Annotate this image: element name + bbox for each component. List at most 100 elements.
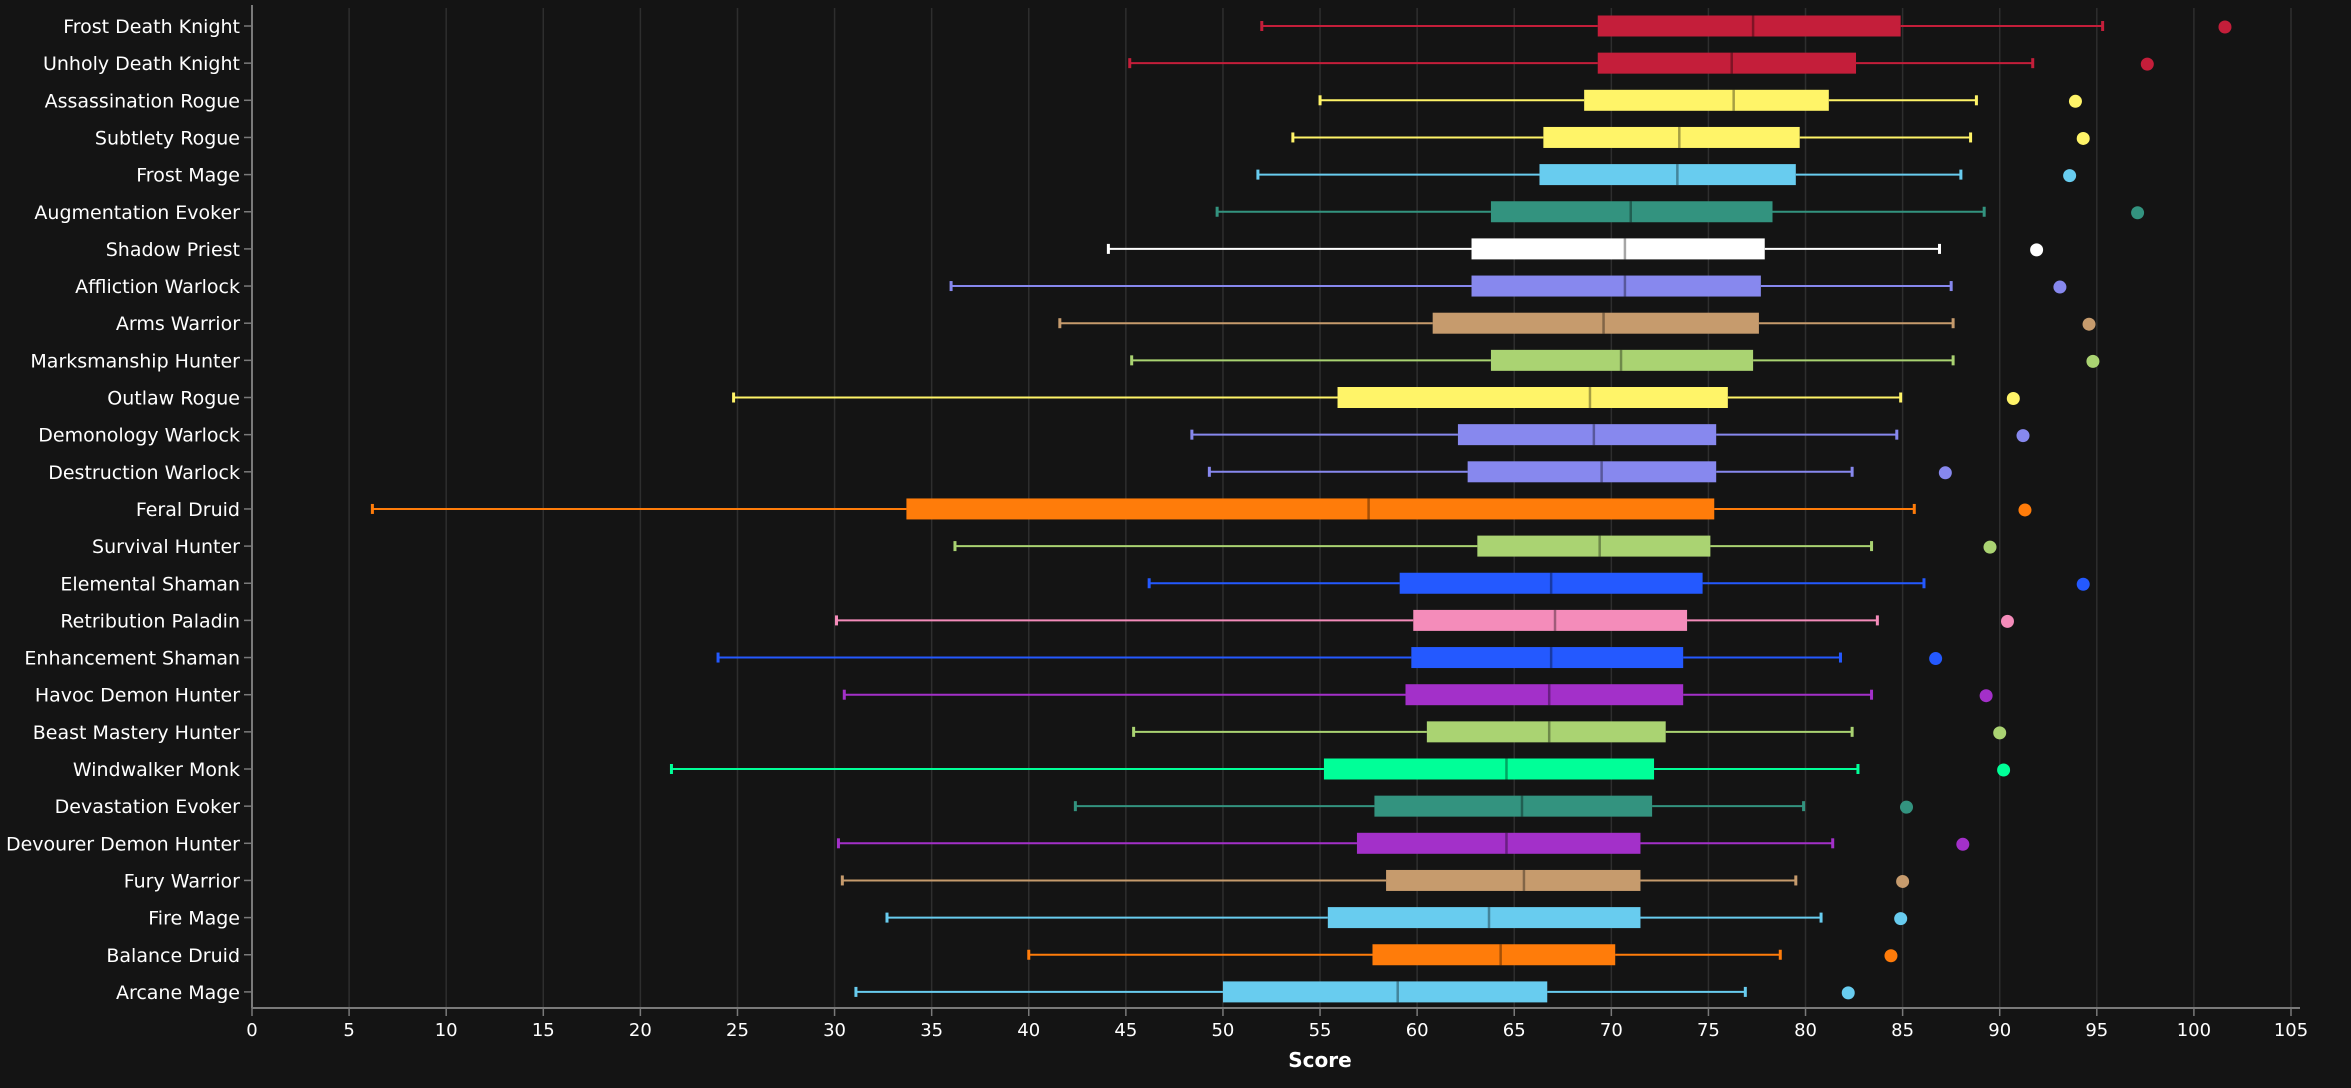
box-group <box>1130 349 2100 371</box>
y-label: Affliction Warlock <box>75 276 240 298</box>
iqr-box <box>1405 684 1684 706</box>
iqr-box <box>906 498 1715 520</box>
box-group <box>840 869 1910 891</box>
box-group <box>1318 89 2082 111</box>
x-tick-label: 15 <box>532 1020 555 1041</box>
iqr-box <box>1597 52 1857 74</box>
outlier-point <box>2140 57 2154 71</box>
outlier-point <box>1896 874 1910 888</box>
y-label: Havoc Demon Hunter <box>35 685 240 707</box>
x-tick-label: 50 <box>1211 1020 1234 1041</box>
x-tick-label: 25 <box>726 1020 749 1041</box>
y-label: Demonology Warlock <box>38 425 240 447</box>
box-group <box>1132 721 2007 743</box>
box-group <box>1291 126 2090 148</box>
y-label: Assassination Rogue <box>45 90 240 112</box>
box-group <box>949 275 2067 297</box>
y-label: Elemental Shaman <box>60 573 240 595</box>
y-label: Shadow Priest <box>106 239 240 261</box>
outlier-point <box>1979 689 1993 703</box>
y-label: Fury Warrior <box>124 870 240 892</box>
box-group <box>370 498 2032 520</box>
y-label: Frost Death Knight <box>63 16 240 38</box>
x-tick-label: 20 <box>629 1020 652 1041</box>
iqr-box <box>1471 238 1765 260</box>
outlier-point <box>2016 429 2030 443</box>
iqr-box <box>1457 424 1717 446</box>
box-group <box>1106 238 2044 260</box>
outlier-point <box>2018 503 2032 517</box>
y-label: Subtlety Rogue <box>95 127 240 149</box>
x-tick-label: 80 <box>1794 1020 1817 1041</box>
iqr-box <box>1323 758 1655 780</box>
iqr-box <box>1426 721 1666 743</box>
iqr-box <box>1597 15 1901 37</box>
box-group <box>1207 461 1952 483</box>
x-tick-label: 60 <box>1406 1020 1429 1041</box>
x-axis-label: Score <box>1288 1048 1351 1072</box>
box-group <box>835 609 2014 631</box>
iqr-box <box>1411 647 1684 669</box>
y-label: Enhancement Shaman <box>24 648 240 670</box>
box-group <box>1260 15 2232 37</box>
outlier-point <box>2000 614 2014 628</box>
y-axis-labels: Frost Death Knight Unholy Death Knight Ass… <box>6 16 252 1004</box>
x-tick-label: 90 <box>1988 1020 2011 1041</box>
box-group <box>854 981 1855 1003</box>
y-label: Devourer Demon Hunter <box>6 833 240 855</box>
y-label: Arcane Mage <box>116 982 240 1004</box>
outlier-point <box>2086 354 2100 368</box>
outlier-point <box>1929 652 1943 666</box>
iqr-box <box>1584 89 1829 111</box>
iqr-box <box>1471 275 1761 297</box>
iqr-box <box>1222 981 1548 1003</box>
outlier-point <box>2030 243 2044 257</box>
iqr-box <box>1327 907 1641 929</box>
y-label: Devastation Evoker <box>55 796 241 818</box>
outlier-point <box>2053 280 2067 294</box>
iqr-box <box>1467 461 1717 483</box>
iqr-box <box>1432 312 1759 334</box>
y-label: Destruction Warlock <box>48 462 240 484</box>
iqr-box <box>1539 164 1796 186</box>
box-group <box>1027 944 1898 966</box>
iqr-box <box>1543 126 1800 148</box>
x-tick-label: 85 <box>1891 1020 1914 1041</box>
box-group <box>1147 572 2090 594</box>
x-tick-label: 65 <box>1503 1020 1526 1041</box>
y-label: Beast Mastery Hunter <box>33 722 240 744</box>
outlier-point <box>1841 986 1855 1000</box>
iqr-box <box>1386 869 1641 891</box>
box-group <box>1058 312 2096 334</box>
boxes <box>370 15 2232 1003</box>
y-label: Balance Druid <box>106 945 240 967</box>
x-tick-label: 55 <box>1309 1020 1332 1041</box>
outlier-point <box>1894 912 1908 926</box>
x-tick-label: 0 <box>246 1020 257 1041</box>
outlier-point <box>2063 169 2077 183</box>
y-label: Feral Druid <box>136 499 240 521</box>
outlier-point <box>2068 94 2082 108</box>
x-tick-label: 5 <box>343 1020 354 1041</box>
outlier-point <box>2076 131 2090 145</box>
iqr-box <box>1490 201 1773 223</box>
x-tick-label: 75 <box>1697 1020 1720 1041</box>
x-tick-label: 30 <box>823 1020 846 1041</box>
x-tick-label: 100 <box>2177 1020 2211 1041</box>
outlier-point <box>2218 20 2232 34</box>
axes <box>251 5 2300 1009</box>
box-group <box>836 832 1970 854</box>
x-tick-label: 70 <box>1600 1020 1623 1041</box>
y-label: Augmentation Evoker <box>34 202 240 224</box>
box-group <box>669 758 2011 780</box>
iqr-box <box>1372 944 1616 966</box>
box-group <box>1215 201 2145 223</box>
outlier-point <box>2082 317 2096 331</box>
box-group <box>1256 164 2077 186</box>
y-label: Fire Mage <box>148 908 240 930</box>
y-label: Outlaw Rogue <box>107 388 240 410</box>
y-label: Windwalker Monk <box>73 759 240 781</box>
box-group <box>716 647 1943 669</box>
outlier-point <box>1993 726 2007 740</box>
